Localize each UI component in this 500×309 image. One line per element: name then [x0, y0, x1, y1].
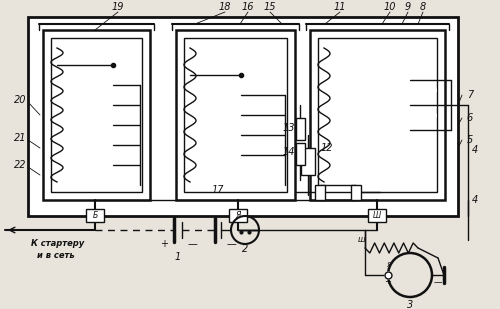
Text: 8: 8: [420, 2, 426, 12]
Text: 3: 3: [407, 300, 413, 309]
Text: 12: 12: [321, 143, 333, 153]
Bar: [368, 209, 386, 222]
Bar: [86, 209, 104, 222]
Text: +: +: [160, 239, 168, 249]
Text: 1: 1: [175, 252, 181, 262]
Bar: [43, 30, 150, 200]
Text: 4: 4: [472, 145, 478, 155]
Text: ш: ш: [358, 235, 366, 244]
Text: 15: 15: [264, 2, 276, 12]
Bar: [296, 143, 304, 165]
Text: 10: 10: [384, 2, 396, 12]
Text: 4: 4: [472, 195, 478, 205]
Text: 6: 6: [467, 113, 473, 123]
Text: 22: 22: [14, 160, 26, 170]
Bar: [310, 30, 445, 200]
Bar: [51, 38, 142, 192]
Text: 14: 14: [283, 147, 295, 157]
Text: +: +: [384, 277, 392, 286]
Text: 19: 19: [112, 2, 124, 12]
Bar: [184, 38, 287, 192]
Text: К стартеру: К стартеру: [32, 239, 84, 248]
Text: 11: 11: [334, 2, 346, 12]
Text: —: —: [434, 278, 442, 287]
Text: 2: 2: [242, 244, 248, 254]
Text: 21: 21: [14, 133, 26, 143]
Text: 18: 18: [219, 2, 231, 12]
Text: —: —: [226, 239, 236, 249]
Text: Ш: Ш: [373, 211, 381, 220]
Text: 13: 13: [283, 123, 295, 133]
Text: 5: 5: [467, 135, 473, 145]
Text: —: —: [187, 239, 197, 249]
Text: 16: 16: [242, 2, 254, 12]
Text: Я: Я: [236, 211, 240, 220]
Bar: [301, 148, 315, 175]
Bar: [351, 185, 361, 200]
Bar: [229, 209, 247, 222]
Text: и в сеть: и в сеть: [37, 251, 75, 260]
Bar: [315, 185, 325, 200]
Bar: [176, 30, 295, 200]
Bar: [28, 17, 458, 216]
Text: Я: Я: [386, 262, 390, 268]
Text: 9: 9: [405, 2, 411, 12]
Text: 20: 20: [14, 95, 26, 105]
Bar: [318, 38, 437, 192]
Text: 7: 7: [467, 90, 473, 100]
Text: Б: Б: [92, 211, 98, 220]
Text: 17: 17: [212, 185, 224, 195]
Bar: [296, 118, 304, 140]
